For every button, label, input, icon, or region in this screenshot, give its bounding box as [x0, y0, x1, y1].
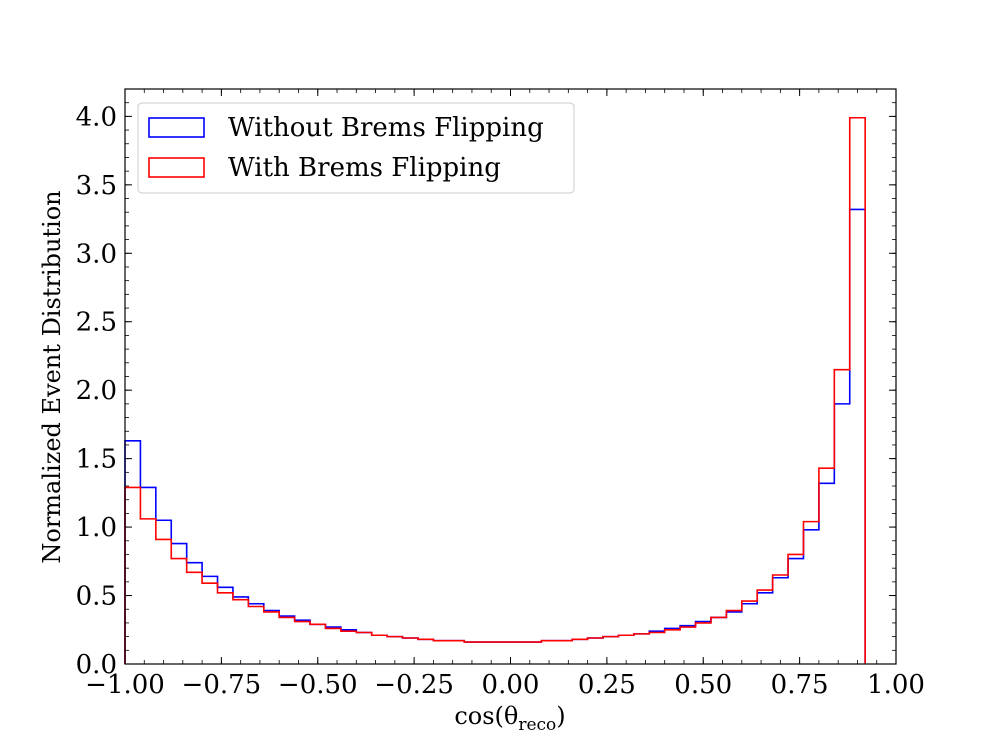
y-tick-label: 2.5: [76, 308, 117, 338]
histogram-step-line: [124, 208, 866, 664]
x-tick-label: 0.00: [482, 670, 540, 700]
x-axis-label-main: cos(θ: [454, 702, 518, 730]
legend-label: Without Brems Flipping: [228, 113, 544, 143]
x-tick-label: −0.25: [374, 670, 454, 700]
x-tick-label: −0.75: [182, 670, 262, 700]
x-tick-label: −1.00: [85, 670, 165, 700]
x-axis-label-subscript: reco: [518, 715, 556, 735]
y-tick-label: 1.0: [76, 513, 117, 543]
x-tick-label: −0.50: [278, 670, 358, 700]
legend-swatch: [148, 157, 205, 178]
histogram-step-line: [124, 116, 866, 664]
series-group: [124, 116, 866, 664]
y-tick-label: 1.5: [76, 445, 117, 475]
x-tick-label: 0.50: [674, 670, 732, 700]
x-axis-label-close: ): [556, 702, 565, 730]
series-without-brems-flipping: [124, 208, 866, 664]
y-tick-label: 0.5: [76, 582, 117, 612]
legend: Without Brems Flipping With Brems Flippin…: [137, 102, 575, 194]
y-axis-label: Normalized Event Distribution: [38, 190, 66, 563]
x-tick-label: 0.25: [578, 670, 636, 700]
legend-label: With Brems Flipping: [228, 153, 501, 183]
x-tick-label: 0.75: [771, 670, 829, 700]
series-with-brems-flipping: [124, 116, 866, 664]
y-tick-label: 0.0: [76, 650, 117, 680]
axes-group: −1.00 −0.75 −0.50 −0.25 0.00 0.25 0.50 0.75 1.00…: [76, 88, 925, 700]
y-tick-label: 3.0: [76, 239, 117, 269]
x-tick-label: 1.00: [867, 670, 925, 700]
y-tick-label: 4.0: [76, 102, 117, 132]
x-axis-label: cos(θreco): [454, 702, 565, 735]
legend-swatch: [148, 117, 205, 138]
y-tick-label: 2.0: [76, 376, 117, 406]
y-tick-label: 3.5: [76, 171, 117, 201]
legend-box: [137, 102, 575, 194]
